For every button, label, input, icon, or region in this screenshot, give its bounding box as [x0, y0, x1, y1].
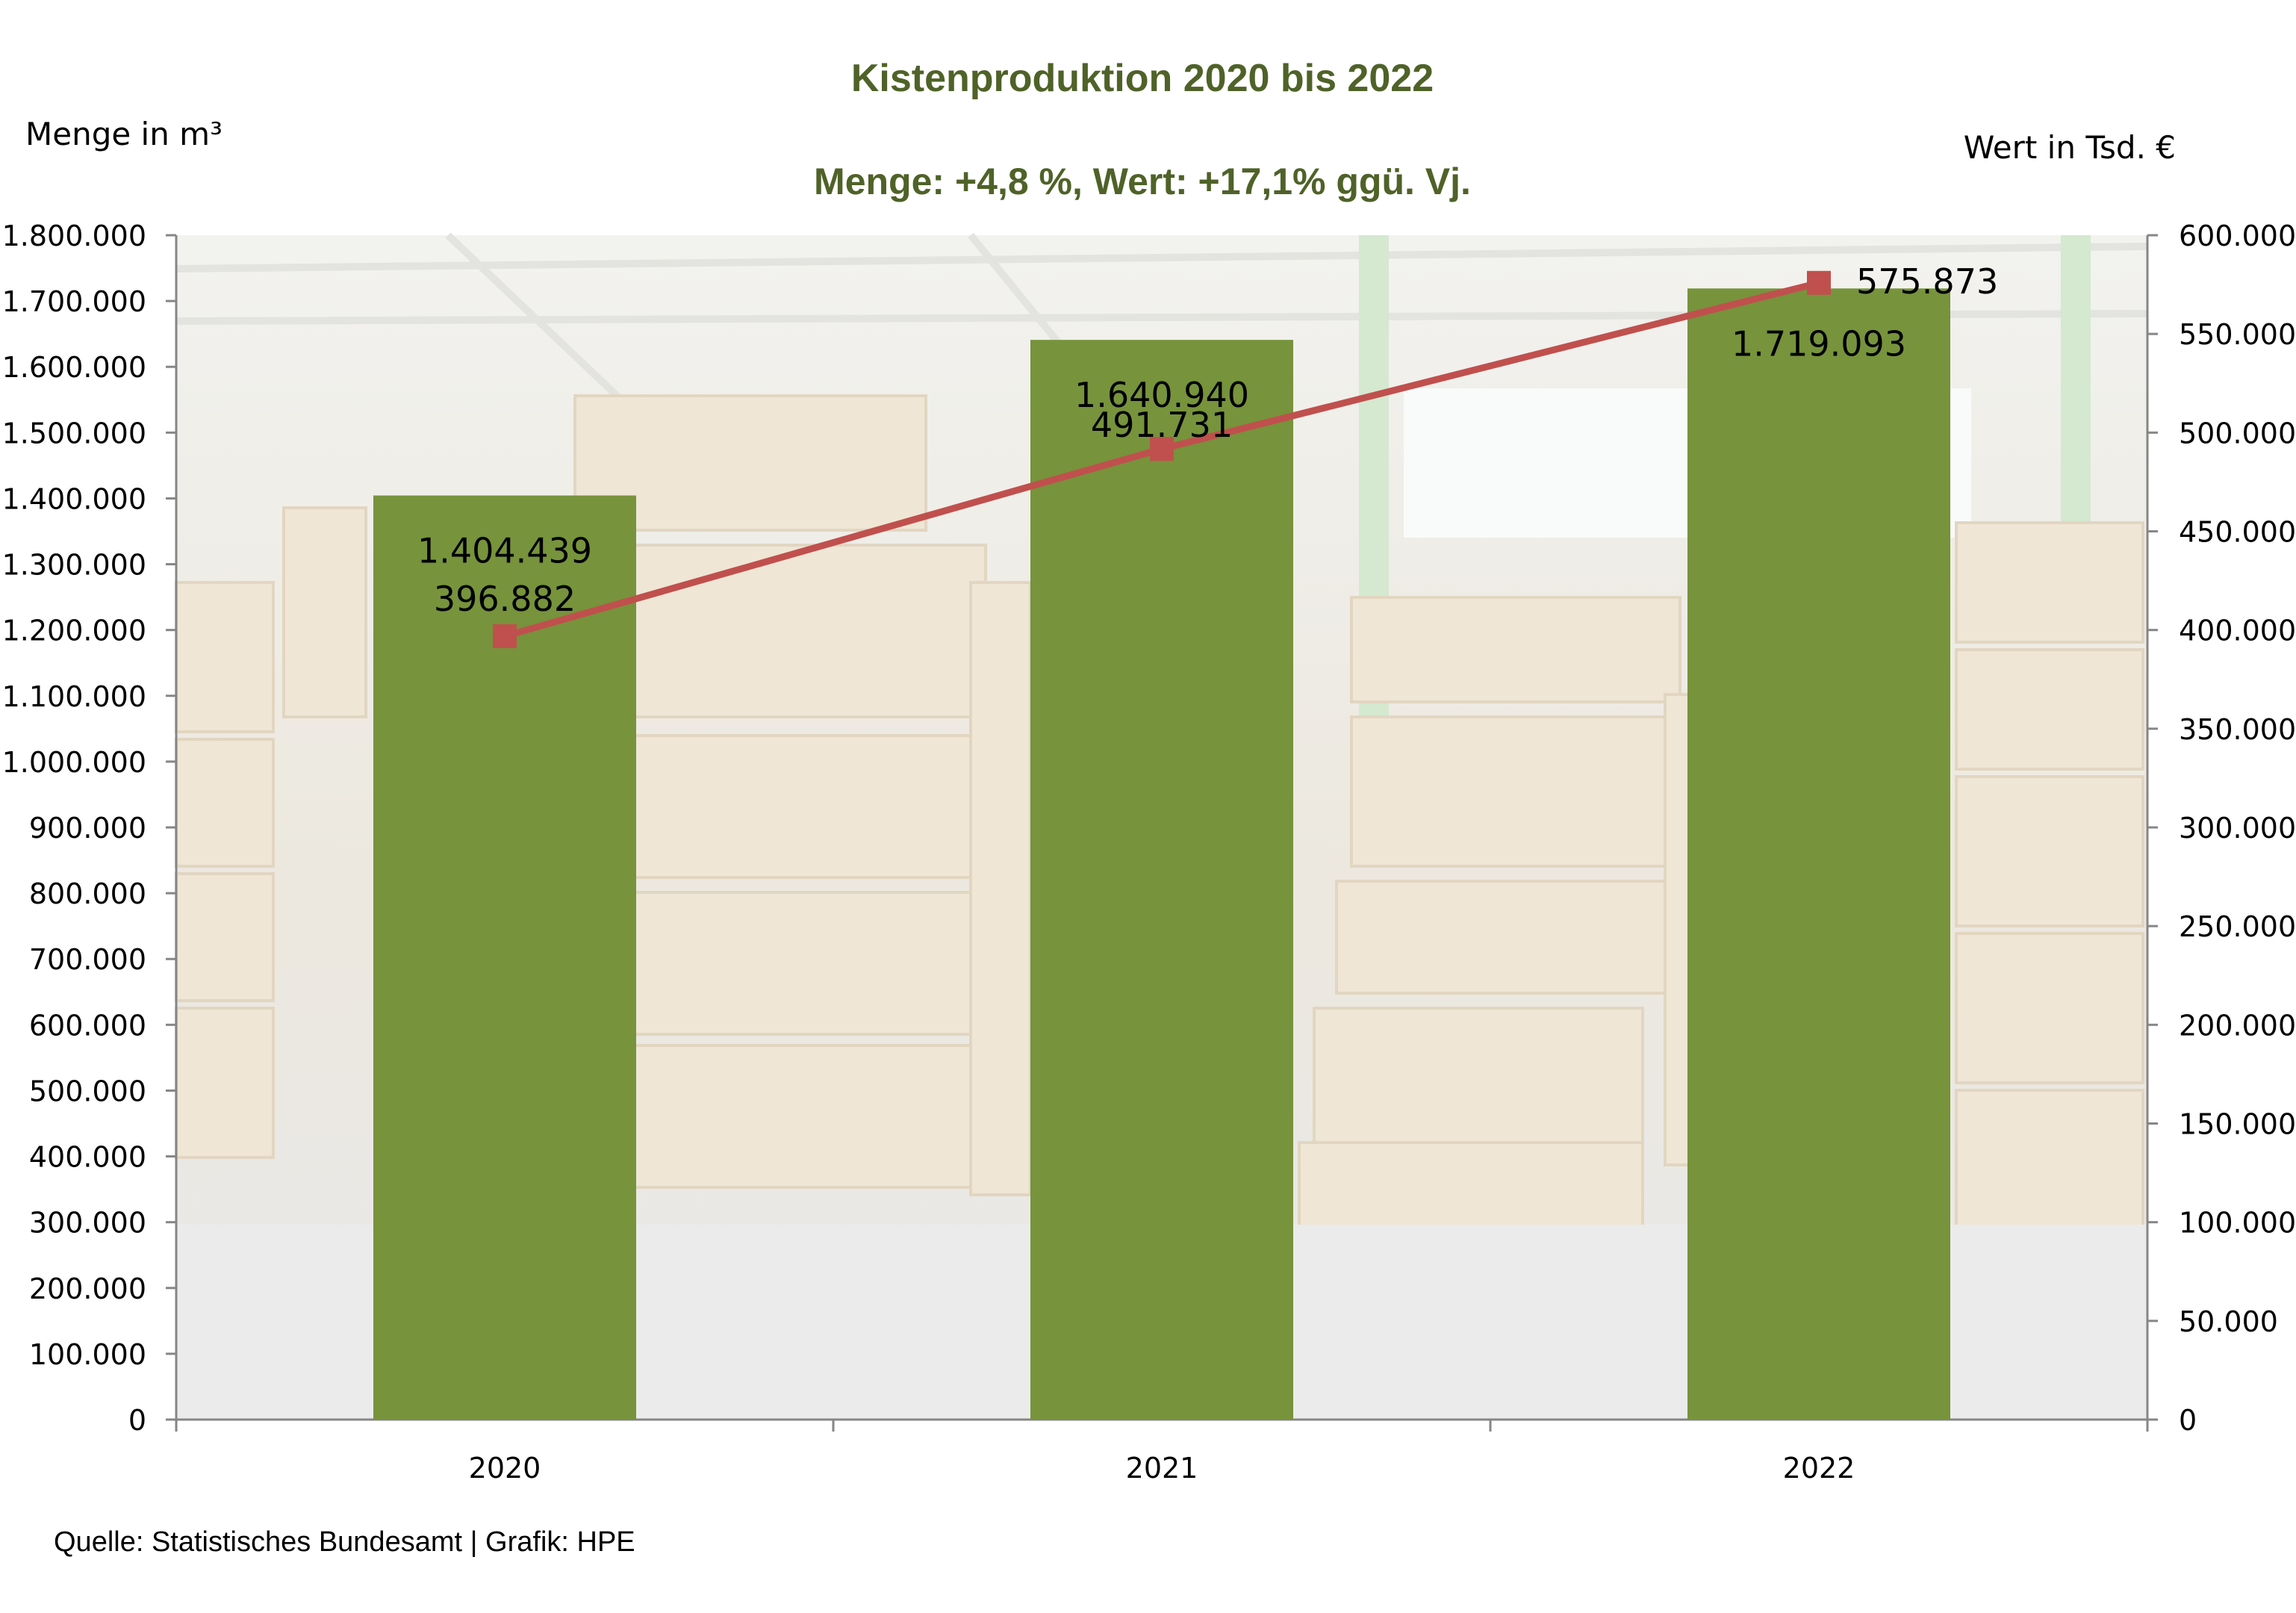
left-tick-label: 300.000: [29, 1207, 146, 1240]
right-tick-label: 350.000: [2179, 713, 2296, 746]
left-tick-label: 1.500.000: [2, 417, 146, 450]
right-tick-label: 250.000: [2179, 910, 2296, 943]
bar: [1687, 288, 1950, 1420]
value-point: [493, 624, 517, 648]
right-tick-label: 600.000: [2179, 220, 2296, 252]
left-tick-label: 500.000: [29, 1075, 146, 1107]
source-note: Quelle: Statistisches Bundesamt | Grafik…: [54, 1526, 635, 1558]
left-tick-label: 1.300.000: [2, 549, 146, 582]
line-value-label: 575.873: [1856, 261, 1998, 302]
right-tick-label: 500.000: [2179, 417, 2296, 450]
bar-value-label: 1.404.439: [417, 531, 592, 571]
right-tick-label: 300.000: [2179, 812, 2296, 845]
left-tick-label: 1.700.000: [2, 285, 146, 318]
right-tick-label: 150.000: [2179, 1108, 2296, 1141]
left-tick-label: 200.000: [29, 1272, 146, 1305]
x-tick-label: 2022: [1783, 1452, 1855, 1485]
bar: [1030, 340, 1293, 1420]
x-tick-label: 2020: [469, 1452, 541, 1485]
bar: [373, 495, 636, 1420]
value-point: [1807, 270, 1831, 295]
line-value-label: 491.731: [1091, 405, 1233, 445]
left-tick-label: 1.600.000: [2, 351, 146, 384]
left-tick-label: 0: [128, 1404, 146, 1437]
line-series: [493, 270, 1831, 648]
right-tick-label: 450.000: [2179, 516, 2296, 549]
right-tick-label: 100.000: [2179, 1207, 2296, 1240]
left-axis-label: Menge in m³: [25, 116, 223, 152]
left-tick-label: 100.000: [29, 1338, 146, 1371]
right-tick-label: 50.000: [2179, 1305, 2278, 1338]
left-tick-label: 1.100.000: [2, 680, 146, 713]
bar-value-label: 1.640.940: [1074, 375, 1249, 415]
bar-value-label: 1.719.093: [1732, 323, 1906, 364]
left-tick-label: 1.800.000: [2, 220, 146, 252]
chart-title: Kistenproduktion 2020 bis 2022: [851, 57, 1434, 100]
right-tick-label: 400.000: [2179, 615, 2296, 647]
x-tick-label: 2021: [1126, 1452, 1198, 1485]
left-tick-label: 700.000: [29, 943, 146, 976]
right-tick-label: 200.000: [2179, 1009, 2296, 1042]
bars: [373, 288, 1950, 1420]
line-value-label: 396.882: [434, 579, 576, 619]
right-axis-label: Wert in Tsd. €: [1964, 129, 2176, 166]
chart-subtitle: Menge: +4,8 %, Wert: +17,1% ggü. Vj.: [814, 161, 1471, 202]
left-tick-label: 400.000: [29, 1141, 146, 1174]
left-tick-label: 600.000: [29, 1009, 146, 1042]
right-tick-label: 550.000: [2179, 318, 2296, 351]
data-labels: 1.404.439 1.640.940 1.719.093 396.882 491.73…: [417, 261, 1998, 619]
right-tick-label: 0: [2179, 1404, 2197, 1437]
left-tick-label: 900.000: [29, 812, 146, 845]
axes: 0 100.000 200.000 300.000 400.000 500.000 600.…: [2, 220, 2296, 1485]
value-point: [1150, 437, 1174, 461]
left-tick-label: 1.200.000: [2, 615, 146, 647]
left-tick-label: 1.400.000: [2, 482, 146, 515]
left-tick-label: 800.000: [29, 877, 146, 910]
left-tick-label: 1.000.000: [2, 746, 146, 779]
